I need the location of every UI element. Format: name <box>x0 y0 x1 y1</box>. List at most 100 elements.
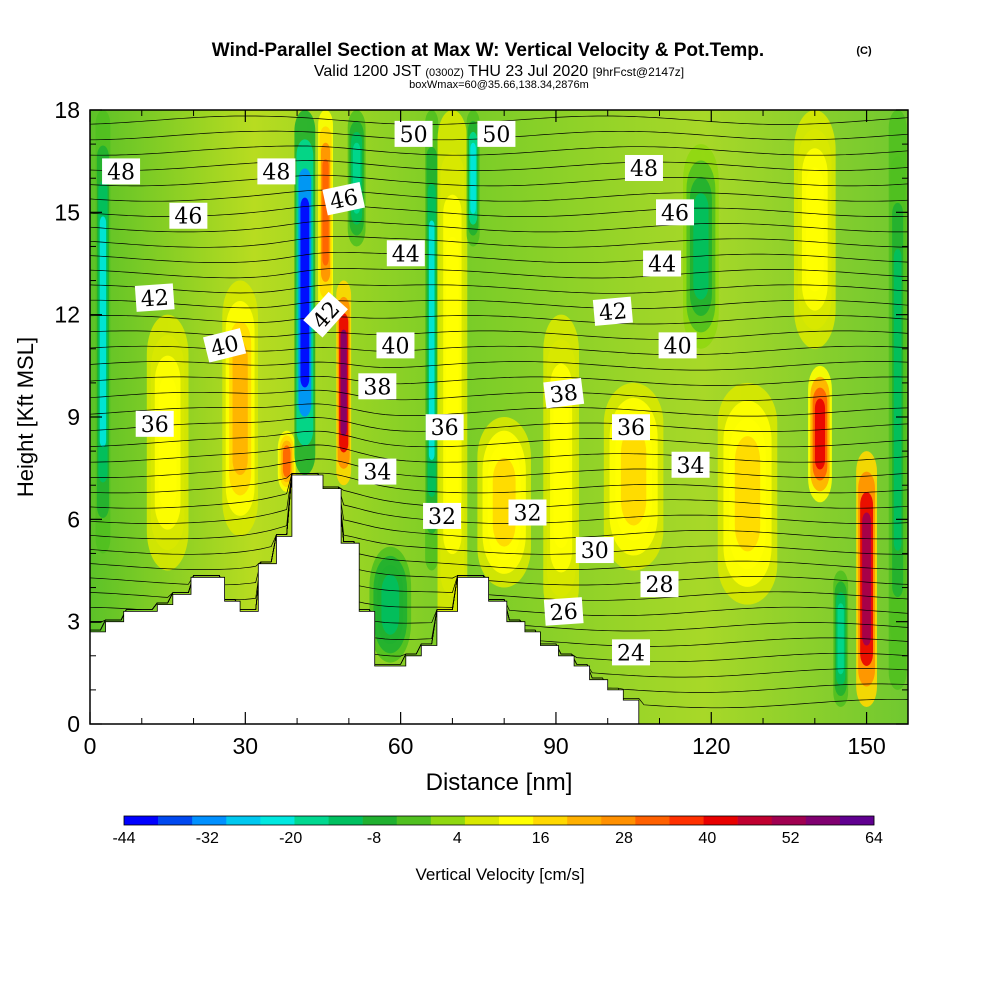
valid-time-line: Valid 1200 JST (0300Z) THU 23 Jul 2020 [… <box>314 63 684 80</box>
theta-contour-line <box>90 472 908 494</box>
theta-label: 42 <box>592 296 633 326</box>
velocity-band <box>340 329 347 437</box>
theta-label-box <box>425 414 464 441</box>
theta-contour-line <box>90 145 908 156</box>
theta-label: 36 <box>425 414 464 441</box>
theta-label-box <box>543 597 584 626</box>
theta-label-box <box>394 120 433 147</box>
theta-contour-line <box>90 101 908 110</box>
colorbar-swatch <box>396 816 432 825</box>
colorbar-label: Vertical Velocity [cm/s] <box>415 865 584 884</box>
theta-label-text: 30 <box>581 539 609 564</box>
valid-utc: (0300Z) <box>425 67 464 79</box>
velocity-feature <box>856 451 878 707</box>
theta-contour-line <box>90 472 908 586</box>
colorbar-tick-label: 64 <box>865 830 883 847</box>
theta-label: 44 <box>386 240 425 267</box>
colorbar-swatch <box>703 816 738 825</box>
theta-label: 48 <box>624 154 663 182</box>
theta-label-text: 40 <box>664 334 692 359</box>
colorbar-swatch <box>362 816 398 825</box>
theta-label: 32 <box>423 502 462 530</box>
theta-contour-line <box>90 189 908 202</box>
theta-label-box <box>508 499 547 526</box>
theta-label: 44 <box>643 250 682 278</box>
theta-label-box <box>592 296 633 326</box>
velocity-band <box>893 249 902 551</box>
theta-label-box <box>612 414 651 441</box>
theta-label-box <box>671 451 710 478</box>
velocity-band <box>322 159 329 266</box>
theta-label-text: 40 <box>381 334 409 359</box>
theta-contour-line <box>90 430 908 448</box>
colorbar-swatch <box>737 816 773 825</box>
theta-label-box <box>624 154 663 181</box>
velocity-band <box>814 398 826 470</box>
colorbar-tick-label: -44 <box>112 830 135 847</box>
theta-label-text: 32 <box>513 502 541 527</box>
theta-label-text: 24 <box>617 641 645 666</box>
theta-label: 40 <box>203 328 247 363</box>
theta-label-text: 50 <box>400 123 428 148</box>
theta-label-box <box>477 120 516 147</box>
velocity-feature <box>294 110 316 475</box>
y-tick-label: 12 <box>54 302 80 328</box>
colorbar-tick-label: -32 <box>196 830 219 847</box>
velocity-band <box>282 445 291 478</box>
theta-label-text: 48 <box>630 157 658 182</box>
y-tick-label: 18 <box>54 97 80 123</box>
velocity-band <box>620 427 647 526</box>
colorbar-swatch <box>430 816 466 825</box>
velocity-feature <box>833 570 849 707</box>
theta-contour-line <box>90 174 908 187</box>
theta-label-box <box>322 182 365 216</box>
theta-label: 42 <box>134 283 175 313</box>
x-tick-label: 90 <box>543 733 569 759</box>
theta-contour-line <box>90 472 908 509</box>
theta-label-box <box>376 332 415 359</box>
velocity-band <box>300 197 310 388</box>
colorbar-tick-label: -20 <box>279 830 302 847</box>
theta-label: 50 <box>394 120 433 148</box>
velocity-band <box>99 216 107 448</box>
velocity-feature <box>808 365 832 503</box>
velocity-band <box>381 574 400 635</box>
forecast-info: [9hrFcst@2147z] <box>593 65 685 79</box>
x-tick-label: 0 <box>84 733 97 759</box>
theta-label-text: 36 <box>617 416 645 441</box>
theta-contour-line <box>90 472 908 601</box>
colorbar-tick-label: -8 <box>367 830 381 847</box>
velocity-band <box>553 388 569 548</box>
theta-contour-line <box>90 220 908 233</box>
colorbar-tick-label: 40 <box>698 830 716 847</box>
colorbar-swatch <box>839 816 875 825</box>
colorbar-swatch <box>601 816 636 825</box>
theta-label-box <box>203 328 247 363</box>
colorbar-swatch <box>192 816 227 825</box>
theta-label-text: 36 <box>141 413 169 438</box>
velocity-feature <box>683 144 719 349</box>
y-tick-label: 6 <box>67 506 80 532</box>
velocity-feature <box>146 314 189 571</box>
theta-label: 34 <box>671 451 710 479</box>
theta-contour-line <box>90 235 908 248</box>
theta-label-box <box>640 571 679 598</box>
theta-contour-line <box>90 251 908 263</box>
velocity-feature <box>347 110 366 247</box>
velocity-band <box>232 341 248 475</box>
theta-label-box <box>575 537 614 564</box>
colorbar-swatch <box>158 816 193 825</box>
theta-label-text: 38 <box>363 375 391 400</box>
theta-label: 36 <box>135 410 174 438</box>
theta-contour-line <box>90 444 908 463</box>
theta-contour-line <box>90 268 908 279</box>
terrain <box>90 474 640 724</box>
valid-prefix: Valid 1200 JST <box>314 63 422 80</box>
theta-label: 48 <box>102 158 141 185</box>
theta-label-box <box>656 199 695 226</box>
colorbar-swatch <box>635 816 670 825</box>
velocity-feature <box>793 110 836 349</box>
theta-contour-line <box>90 458 908 478</box>
